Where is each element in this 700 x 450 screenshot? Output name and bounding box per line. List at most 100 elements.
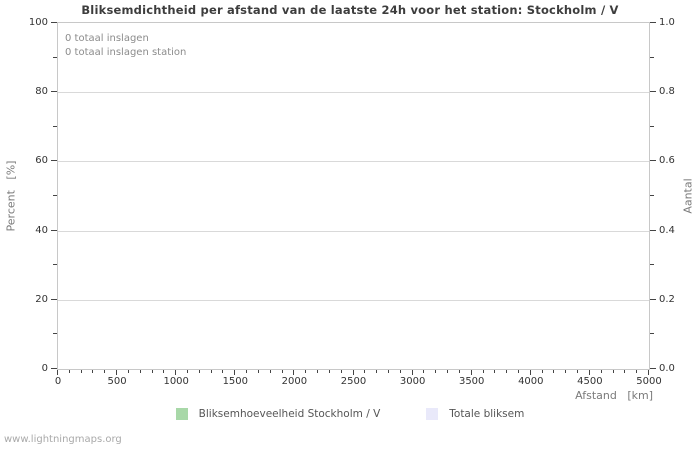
x-axis-minor-tick xyxy=(340,370,342,373)
x-axis-minor-tick xyxy=(305,370,307,373)
x-axis-tick-label: 2500 xyxy=(340,376,367,387)
right-axis-tick-label: 0.4 xyxy=(659,224,675,236)
left-axis-tick-label: 100 xyxy=(28,17,48,28)
right-axis-major-tick xyxy=(650,229,656,231)
x-axis-major-tick xyxy=(411,370,413,375)
x-axis-minor-tick xyxy=(127,370,129,373)
right-axis-major-tick xyxy=(650,298,656,300)
x-axis-minor-tick xyxy=(517,370,519,373)
x-axis-tick-label: 500 xyxy=(107,376,127,387)
x-axis-tick-label: 5000 xyxy=(636,376,662,387)
left-axis-minor-tick xyxy=(53,56,57,58)
right-axis-major-tick xyxy=(650,22,656,23)
left-axis-tick-label: 40 xyxy=(35,224,48,236)
x-axis-minor-tick xyxy=(257,370,259,373)
x-axis-tick-label: 1000 xyxy=(163,376,189,387)
right-axis-tick-label: 1.0 xyxy=(659,17,675,28)
x-axis-tick-label: 2000 xyxy=(281,376,308,387)
x-axis-major-tick xyxy=(648,370,649,375)
annotation-total-strikes: 0 totaal inslagen xyxy=(65,33,149,44)
left-axis-tick-label: 80 xyxy=(35,86,48,98)
x-axis-minor-tick xyxy=(541,370,543,373)
x-axis-major-tick xyxy=(470,370,472,375)
x-axis-minor-tick xyxy=(92,370,94,373)
right-axis-minor-tick xyxy=(650,195,654,196)
left-axis-minor-tick xyxy=(53,333,57,335)
x-axis-minor-tick xyxy=(565,370,567,373)
x-axis-major-tick xyxy=(234,370,236,375)
gridline xyxy=(58,161,649,163)
left-axis-minor-tick xyxy=(53,125,57,127)
x-axis-major-tick xyxy=(175,370,177,375)
x-axis-minor-tick xyxy=(506,370,508,373)
x-axis-tick-label: 3500 xyxy=(458,376,485,387)
x-axis-minor-tick xyxy=(80,370,82,373)
right-axis-major-tick xyxy=(650,160,656,162)
left-axis-minor-tick xyxy=(53,264,57,266)
left-axis-minor-tick xyxy=(53,195,57,196)
x-axis-minor-tick xyxy=(387,370,389,373)
left-axis-tick-label: 20 xyxy=(35,293,48,305)
right-axis-tick-label: 0.6 xyxy=(659,155,675,167)
annotation-total-strikes-station: 0 totaal inslagen station xyxy=(65,47,187,58)
x-axis-minor-tick xyxy=(187,370,189,373)
gridline xyxy=(58,92,649,94)
x-axis-major-tick xyxy=(588,370,590,375)
x-axis-minor-tick xyxy=(139,370,141,373)
x-axis-major-tick xyxy=(57,370,58,375)
x-axis-major-tick xyxy=(352,370,354,375)
right-axis-minor-tick xyxy=(650,264,654,266)
x-axis-minor-tick xyxy=(577,370,579,373)
legend-swatch-green-icon xyxy=(175,408,188,420)
x-axis-tick-label: 0 xyxy=(54,376,62,387)
right-axis-title: Aantal xyxy=(681,178,695,214)
x-axis-minor-tick xyxy=(624,370,626,373)
x-axis-minor-tick xyxy=(447,370,449,373)
left-axis-major-tick xyxy=(51,91,57,93)
x-axis-minor-tick xyxy=(246,370,248,373)
left-axis-tick-label: 60 xyxy=(35,155,48,167)
left-axis-major-tick xyxy=(51,368,57,369)
x-axis-minor-tick xyxy=(612,370,614,373)
left-axis-major-tick xyxy=(51,22,57,23)
x-axis-minor-tick xyxy=(198,370,200,373)
x-axis-minor-tick xyxy=(281,370,283,373)
legend-label-station-density: Bliksemhoeveelheid Stockholm / V xyxy=(198,408,381,420)
left-axis-major-tick xyxy=(51,298,57,300)
watermark-link[interactable]: www.lightningmaps.org xyxy=(4,434,122,445)
x-axis-minor-tick xyxy=(553,370,555,373)
chart-title: Bliksemdichtheid per afstand van de laat… xyxy=(81,3,619,17)
legend-swatch-lavender-icon xyxy=(426,408,439,420)
right-axis-minor-tick xyxy=(650,333,654,335)
x-axis-minor-tick xyxy=(494,370,496,373)
x-axis-tick-label: 3000 xyxy=(399,376,426,387)
x-axis-tick-label: 4000 xyxy=(518,376,544,387)
x-axis-minor-tick xyxy=(600,370,602,373)
x-axis-minor-tick xyxy=(222,370,224,373)
x-axis-minor-tick xyxy=(269,370,271,373)
left-axis-title: Percent [%] xyxy=(4,160,18,232)
x-axis-minor-tick xyxy=(423,370,425,373)
legend: Bliksemhoeveelheid Stockholm / V Totale … xyxy=(0,408,700,420)
right-axis-tick-label: 0.8 xyxy=(659,86,675,98)
x-axis-minor-tick xyxy=(376,370,378,373)
left-axis-major-tick xyxy=(51,160,57,162)
left-axis-major-tick xyxy=(51,229,57,231)
x-axis-minor-tick xyxy=(636,370,638,373)
x-axis-minor-tick xyxy=(68,370,70,373)
right-axis-major-tick xyxy=(650,91,656,93)
x-axis-minor-tick xyxy=(151,370,153,373)
x-axis-minor-tick xyxy=(399,370,401,373)
gridline xyxy=(58,230,649,232)
legend-item-total-lightning: Totale bliksem xyxy=(426,408,524,420)
x-axis-major-tick xyxy=(293,370,295,375)
bottom-axis-title: Afstand [km] xyxy=(575,389,653,402)
right-axis-tick-label: 0.2 xyxy=(659,293,675,305)
gridline xyxy=(58,299,649,301)
legend-item-station-density: Bliksemhoeveelheid Stockholm / V xyxy=(175,408,381,420)
right-axis-tick-label: 0.0 xyxy=(659,363,675,374)
right-axis-minor-tick xyxy=(650,125,654,127)
right-axis-minor-tick xyxy=(650,56,654,58)
x-axis-minor-tick xyxy=(435,370,437,373)
